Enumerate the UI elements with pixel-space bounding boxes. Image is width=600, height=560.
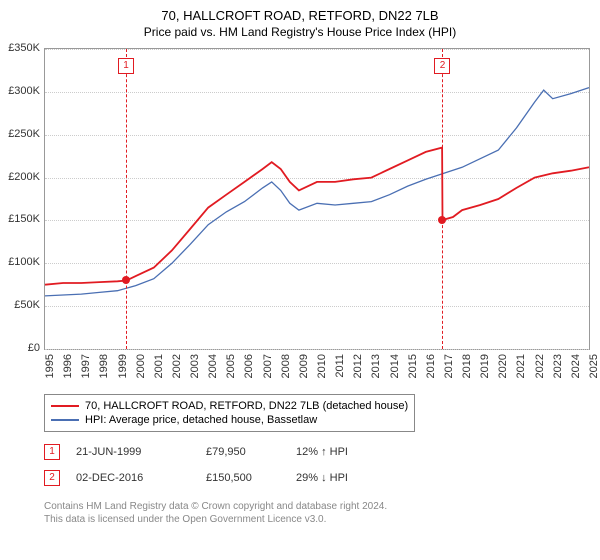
y-tick-label: £150K (0, 213, 40, 225)
x-tick-label: 2020 (497, 354, 509, 378)
x-tick-label: 1999 (117, 354, 129, 378)
x-tick-label: 1995 (44, 354, 56, 378)
x-tick-label: 2003 (189, 354, 201, 378)
x-tick-label: 2022 (534, 354, 546, 378)
marker-box: 1 (118, 58, 134, 74)
legend: 70, HALLCROFT ROAD, RETFORD, DN22 7LB (d… (44, 394, 415, 432)
y-tick-label: £250K (0, 128, 40, 140)
chart-subtitle: Price paid vs. HM Land Registry's House … (0, 23, 600, 39)
x-tick-label: 2025 (588, 354, 600, 378)
transaction-price: £150,500 (206, 472, 296, 484)
x-tick-label: 2001 (153, 354, 165, 378)
x-tick-label: 2019 (479, 354, 491, 378)
x-tick-label: 1996 (62, 354, 74, 378)
x-tick-label: 2005 (225, 354, 237, 378)
x-tick-label: 2007 (262, 354, 274, 378)
x-tick-label: 1997 (80, 354, 92, 378)
legend-label-red: 70, HALLCROFT ROAD, RETFORD, DN22 7LB (d… (85, 400, 408, 412)
legend-row-blue: HPI: Average price, detached house, Bass… (51, 413, 408, 427)
x-tick-label: 2017 (443, 354, 455, 378)
x-tick-label: 2014 (389, 354, 401, 378)
credit-text: Contains HM Land Registry data © Crown c… (44, 500, 387, 526)
transaction-price: £79,950 (206, 446, 296, 458)
x-tick-label: 2000 (135, 354, 147, 378)
x-tick-label: 2011 (334, 354, 346, 378)
transaction-row: 1 21-JUN-1999£79,95012% ↑ HPI (44, 444, 348, 460)
credit-line1: Contains HM Land Registry data © Crown c… (44, 500, 387, 513)
chart-title: 70, HALLCROFT ROAD, RETFORD, DN22 7LB (0, 0, 600, 23)
legend-label-blue: HPI: Average price, detached house, Bass… (85, 414, 317, 426)
marker-line (442, 49, 443, 349)
transaction-date: 02-DEC-2016 (76, 472, 206, 484)
legend-swatch-blue (51, 419, 79, 421)
grid-line (45, 349, 589, 350)
legend-row-red: 70, HALLCROFT ROAD, RETFORD, DN22 7LB (d… (51, 399, 408, 413)
y-tick-label: £200K (0, 171, 40, 183)
x-tick-label: 2024 (570, 354, 582, 378)
chart-container: 70, HALLCROFT ROAD, RETFORD, DN22 7LB Pr… (0, 0, 600, 560)
x-tick-label: 2021 (515, 354, 527, 378)
x-tick-label: 2009 (298, 354, 310, 378)
x-tick-label: 2012 (352, 354, 364, 378)
transaction-row: 2 02-DEC-2016£150,50029% ↓ HPI (44, 470, 348, 486)
sale-dot (122, 276, 130, 284)
credit-line2: This data is licensed under the Open Gov… (44, 513, 387, 526)
transaction-marker: 1 (44, 444, 60, 460)
x-tick-label: 1998 (98, 354, 110, 378)
marker-line (126, 49, 127, 349)
marker-box: 2 (434, 58, 450, 74)
x-tick-label: 2004 (207, 354, 219, 378)
sale-dot (438, 216, 446, 224)
y-tick-label: £0 (0, 342, 40, 354)
x-tick-label: 2008 (280, 354, 292, 378)
y-tick-label: £350K (0, 42, 40, 54)
x-tick-label: 2013 (370, 354, 382, 378)
y-tick-label: £300K (0, 85, 40, 97)
x-tick-label: 2010 (316, 354, 328, 378)
y-tick-label: £50K (0, 299, 40, 311)
transaction-marker: 2 (44, 470, 60, 486)
transaction-hpi: 12% ↑ HPI (296, 446, 348, 458)
x-tick-label: 2006 (243, 354, 255, 378)
x-tick-label: 2015 (407, 354, 419, 378)
x-tick-label: 2002 (171, 354, 183, 378)
x-tick-label: 2016 (425, 354, 437, 378)
transaction-hpi: 29% ↓ HPI (296, 472, 348, 484)
plot-area (44, 48, 590, 350)
legend-swatch-red (51, 405, 79, 407)
y-tick-label: £100K (0, 256, 40, 268)
x-tick-label: 2023 (552, 354, 564, 378)
transaction-date: 21-JUN-1999 (76, 446, 206, 458)
x-tick-label: 2018 (461, 354, 473, 378)
